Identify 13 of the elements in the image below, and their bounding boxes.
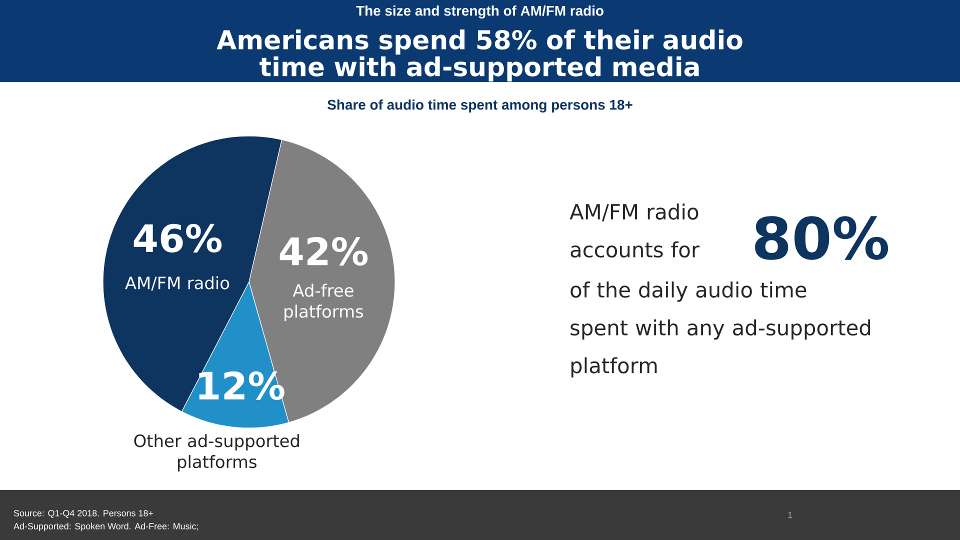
data-label: 42% xyxy=(280,237,368,266)
text: Share of audio time spent among persons 18+ xyxy=(328,99,632,113)
source-note: Source: Q1-Q4 2018. Persons 18+ xyxy=(14,510,154,518)
text: of the daily audio time spent with any ad-supported platform xyxy=(570,282,870,378)
text: The size and strength of AM/FM radio xyxy=(356,5,604,19)
text: Ad-Supported: Spoken Word. Ad-Free: Music; xyxy=(14,522,198,532)
slice-label: Other ad-supported platforms xyxy=(134,434,299,472)
slice-label: AM/FM radio xyxy=(125,276,230,291)
text: 1 xyxy=(788,512,792,518)
slice-label: Ad-free platforms xyxy=(284,284,364,322)
text: Americans spend 58% of their audio time with ad-supported media xyxy=(216,30,742,82)
text: 80% xyxy=(755,216,888,260)
data-label: 46% xyxy=(134,224,222,252)
